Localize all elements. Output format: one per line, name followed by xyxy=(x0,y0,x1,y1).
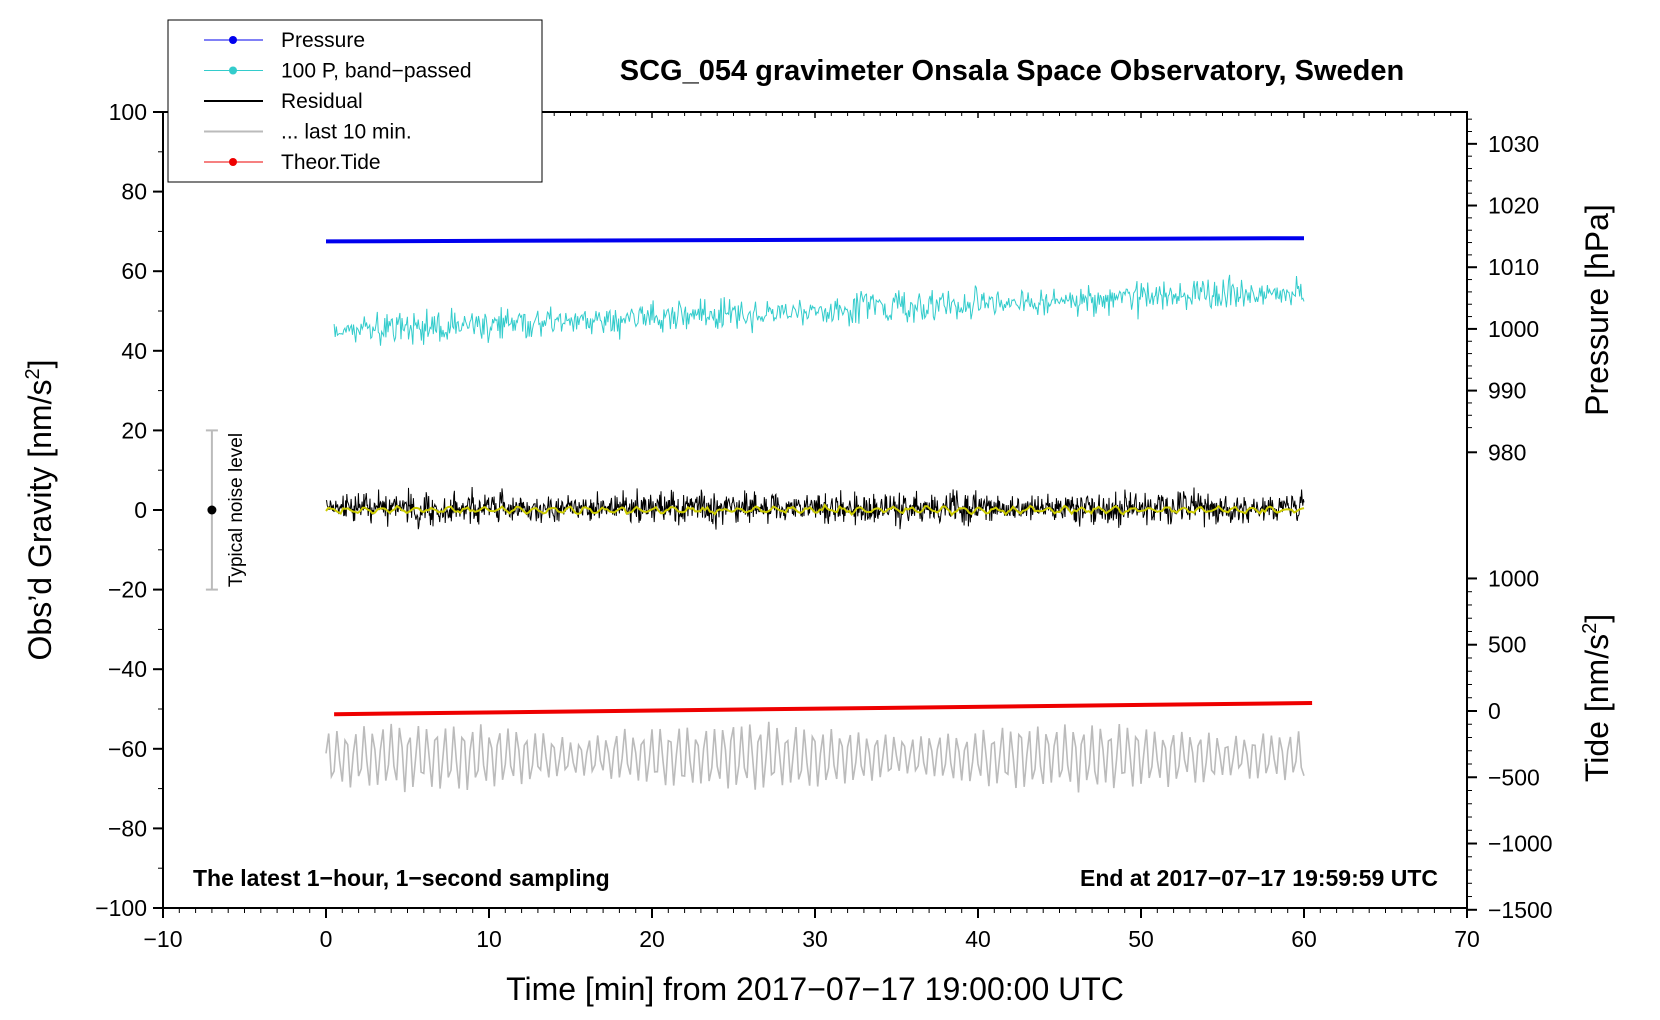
series-100-p-band-passed-line xyxy=(333,274,1305,346)
legend-label-4: Theor.Tide xyxy=(281,151,381,174)
pressure-tick-label: 1020 xyxy=(1488,193,1539,219)
y-tick-label: 20 xyxy=(121,417,147,443)
legend-label-2: Residual xyxy=(281,90,363,113)
x-tick-label: 40 xyxy=(965,926,991,952)
legend: Pressure 100 P, band−passed Residual ... la… xyxy=(167,19,543,183)
y-tick-label: −20 xyxy=(108,577,147,603)
pressure-tick-label: 1000 xyxy=(1488,316,1539,342)
x-tick-label: −10 xyxy=(143,926,182,952)
annotation-bottom-left: The latest 1−hour, 1−second sampling xyxy=(193,865,610,891)
y-tick-label: −60 xyxy=(108,736,147,762)
legend-label-3: ... last 10 min. xyxy=(281,121,412,144)
tide-tick-label: −500 xyxy=(1488,764,1540,790)
x-tick-label: 50 xyxy=(1128,926,1154,952)
y-tick-label: −80 xyxy=(108,815,147,841)
x-tick-label: 60 xyxy=(1291,926,1317,952)
chart-title: SCG_054 gravimeter Onsala Space Observat… xyxy=(620,55,1404,87)
tide-tick-label: 500 xyxy=(1488,632,1526,658)
tide-tick-label: −1500 xyxy=(1488,897,1553,923)
x-tick-label: 0 xyxy=(320,926,333,952)
tide-tick-label: −1000 xyxy=(1488,831,1553,857)
y-tick-label: −100 xyxy=(95,895,147,921)
y-axis-label-tide: Tide [nm/s2] xyxy=(1579,614,1615,782)
series-residual-line xyxy=(325,486,1305,530)
x-tick-label: 20 xyxy=(639,926,665,952)
legend-marker-4 xyxy=(229,158,237,166)
series-pressure-line xyxy=(325,236,1305,244)
legend-label-1: 100 P, band−passed xyxy=(281,60,472,83)
axes-layer: −10 0 10 20 30 40 50 60 70−100−80−60−40−20020406… xyxy=(95,99,1552,952)
y-tick-label: 0 xyxy=(134,497,147,523)
noise-bar: Typical noise level xyxy=(205,429,247,591)
x-tick-label: 70 xyxy=(1454,926,1480,952)
x-axis-label: Time [min] from 2017−07−17 19:00:00 UTC xyxy=(506,971,1124,1007)
pressure-tick-label: 1030 xyxy=(1488,131,1539,157)
series-theor-tide-line xyxy=(334,701,1313,717)
legend-marker-0 xyxy=(229,36,237,44)
series-layer xyxy=(325,236,1313,793)
y-tick-label: −40 xyxy=(108,656,147,682)
legend-label-0: Pressure xyxy=(281,29,365,52)
tide-tick-label: 0 xyxy=(1488,698,1501,724)
pressure-tick-label: 990 xyxy=(1488,378,1526,404)
series--last-10-min-line xyxy=(325,721,1305,793)
y-tick-label: 40 xyxy=(121,338,147,364)
pressure-tick-label: 1010 xyxy=(1488,254,1539,280)
series-residual-smoothed-line xyxy=(325,503,1305,517)
noise-bar-center-dot xyxy=(207,505,217,515)
annotation-bottom-right: End at 2017−07−17 19:59:59 UTC xyxy=(1080,865,1438,891)
y-axis-label-pressure: Pressure [hPa] xyxy=(1579,204,1615,416)
pressure-tick-label: 980 xyxy=(1488,439,1526,465)
noise-bar-label: Typical noise level xyxy=(226,433,247,587)
x-tick-label: 30 xyxy=(802,926,828,952)
y-tick-label: 100 xyxy=(109,99,147,125)
y-axis-label-left: Obs’d Gravity [nm/s2] xyxy=(22,360,58,661)
x-tick-label: 10 xyxy=(476,926,502,952)
y-tick-label: 80 xyxy=(121,179,147,205)
y-tick-label: 60 xyxy=(121,258,147,284)
tide-tick-label: 1000 xyxy=(1488,565,1539,591)
legend-marker-1 xyxy=(229,66,237,75)
